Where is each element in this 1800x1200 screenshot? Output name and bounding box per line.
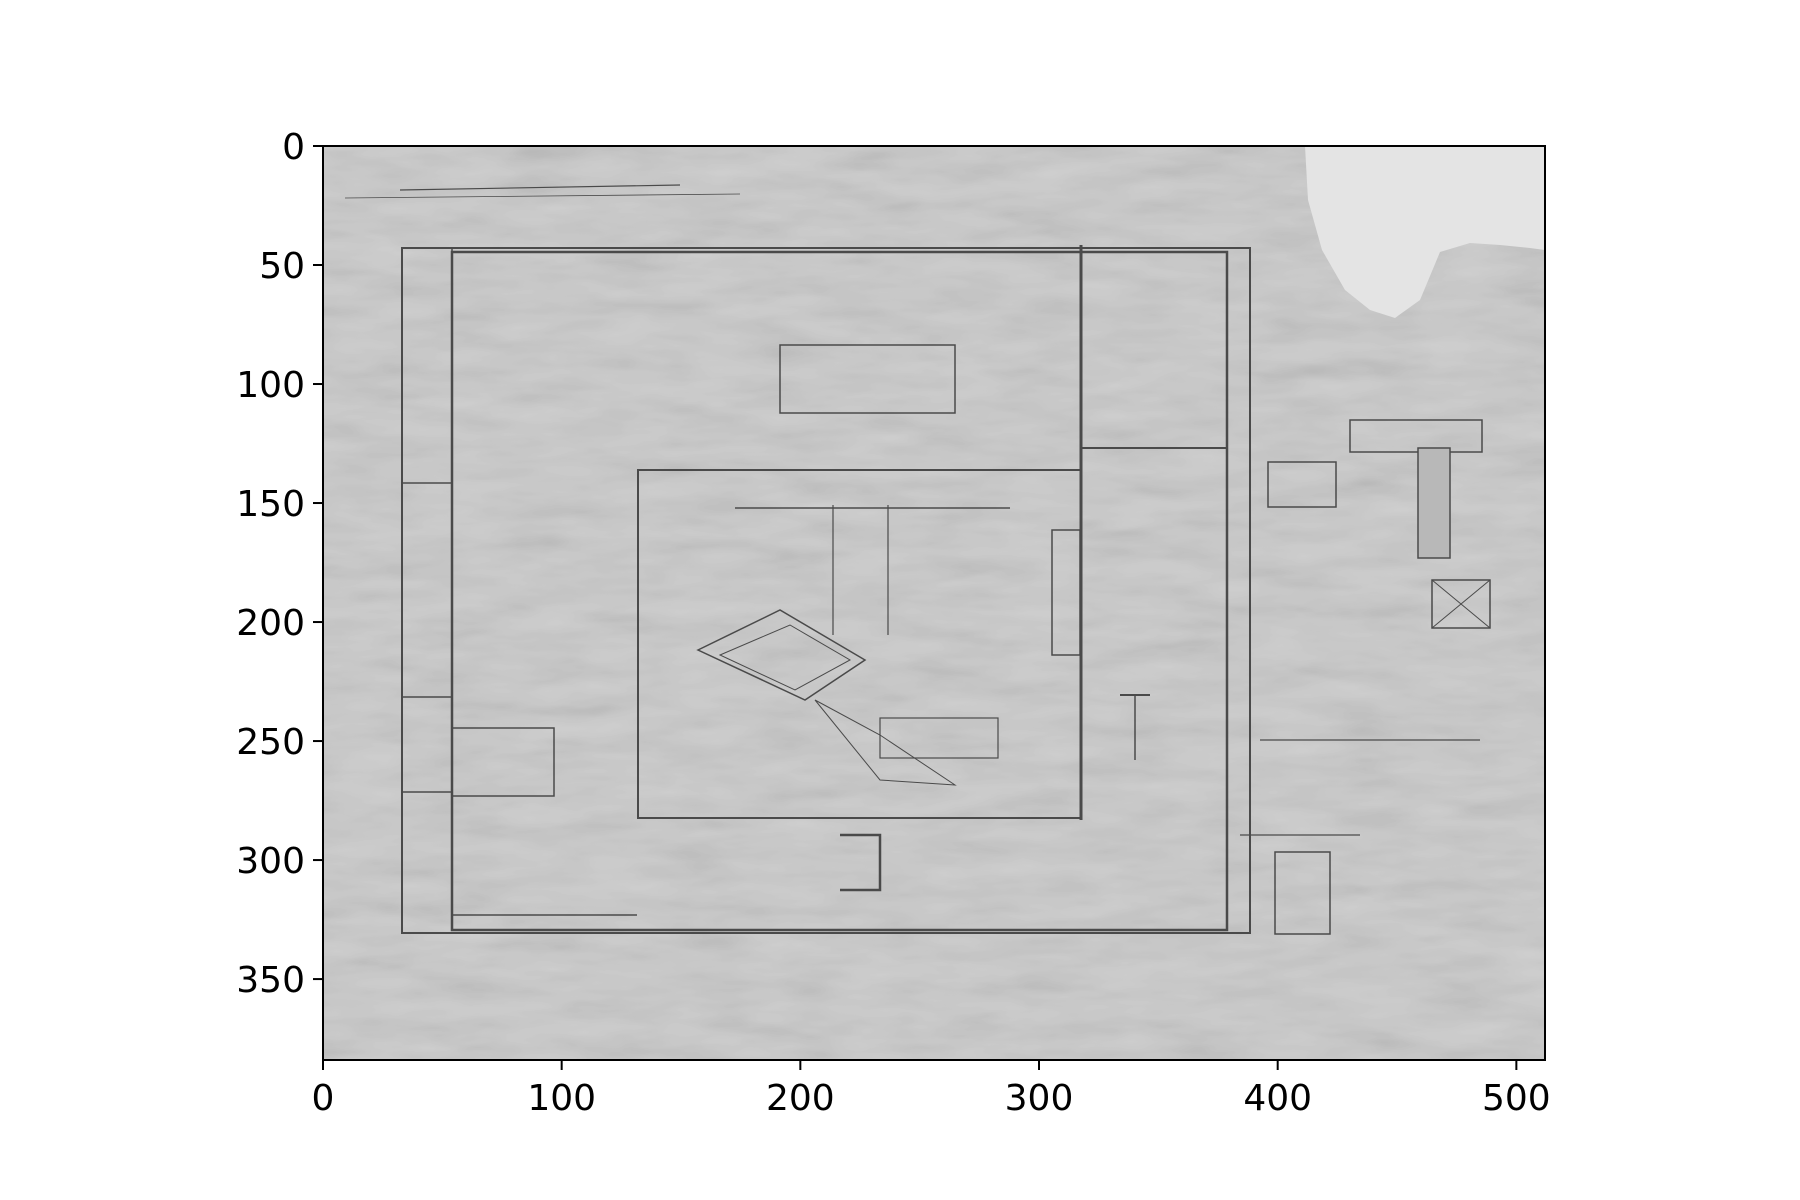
axes-frame (322, 145, 1546, 1061)
y-tick-label: 100 (236, 365, 305, 406)
y-tick-label: 150 (236, 484, 305, 525)
plan-drawing (344, 184, 1491, 935)
y-tick-label: 50 (259, 246, 305, 287)
x-tick-label: 300 (1005, 1078, 1074, 1119)
x-axis: 0 100 200 300 400 500 (312, 1060, 1551, 1119)
y-tick-label: 350 (236, 960, 305, 1001)
torn-corner (1305, 146, 1545, 318)
plot-image (323, 146, 1545, 1060)
x-tick-label: 400 (1243, 1078, 1312, 1119)
x-tick-label: 500 (1482, 1078, 1551, 1119)
y-tick-label: 300 (236, 841, 305, 882)
paper-sheet (323, 146, 1545, 1060)
x-tick-label: 200 (766, 1078, 835, 1119)
y-tick-label: 0 (282, 127, 305, 168)
x-tick-label: 0 (312, 1078, 335, 1119)
x-tick-label: 100 (527, 1078, 596, 1119)
y-axis: 0 50 100 150 200 250 300 350 (236, 127, 323, 1001)
y-tick-label: 200 (236, 603, 305, 644)
y-tick-label: 250 (236, 722, 305, 763)
